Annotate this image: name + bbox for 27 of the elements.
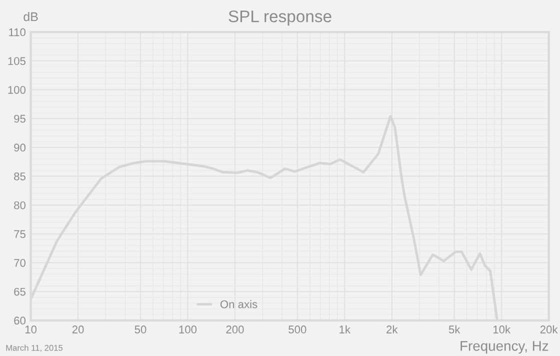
y-tick-label: 60 [14, 316, 26, 325]
x-tick-label: 200 [226, 326, 244, 334]
x-tick-label: 500 [288, 326, 306, 334]
y-tick-label: 105 [8, 57, 26, 66]
y-tick-label: 90 [14, 144, 26, 152]
y-tick-label: 65 [14, 288, 26, 296]
x-tick-label: 10k [493, 325, 511, 334]
x-tick-label: 2k [386, 325, 398, 334]
y-tick-label: 75 [14, 230, 26, 238]
chart-title: SPL response [228, 10, 332, 26]
legend-label: On axis [220, 300, 258, 308]
y-tick-label: 110 [9, 28, 26, 36]
x-tick-label: 100 [179, 326, 197, 334]
x-tick-label: 1k [340, 325, 351, 334]
x-tick-label: 20k [540, 325, 558, 334]
y-tick-label: 100 [8, 86, 26, 94]
y-tick-label: 80 [14, 201, 26, 210]
x-tick-label: 50 [134, 326, 146, 334]
y-axis-title: dB [24, 12, 38, 22]
x-tick-label: 5k [448, 325, 460, 334]
y-tick-label: 95 [14, 114, 26, 123]
x-tick-label: 20 [72, 326, 84, 334]
x-axis-title: Frequency, Hz [460, 341, 548, 354]
text: March 11, 2015 [6, 344, 63, 352]
y-tick-label: 70 [14, 258, 26, 267]
y-tick-label: 85 [14, 172, 26, 180]
x-tick-label: 10 [25, 326, 37, 334]
